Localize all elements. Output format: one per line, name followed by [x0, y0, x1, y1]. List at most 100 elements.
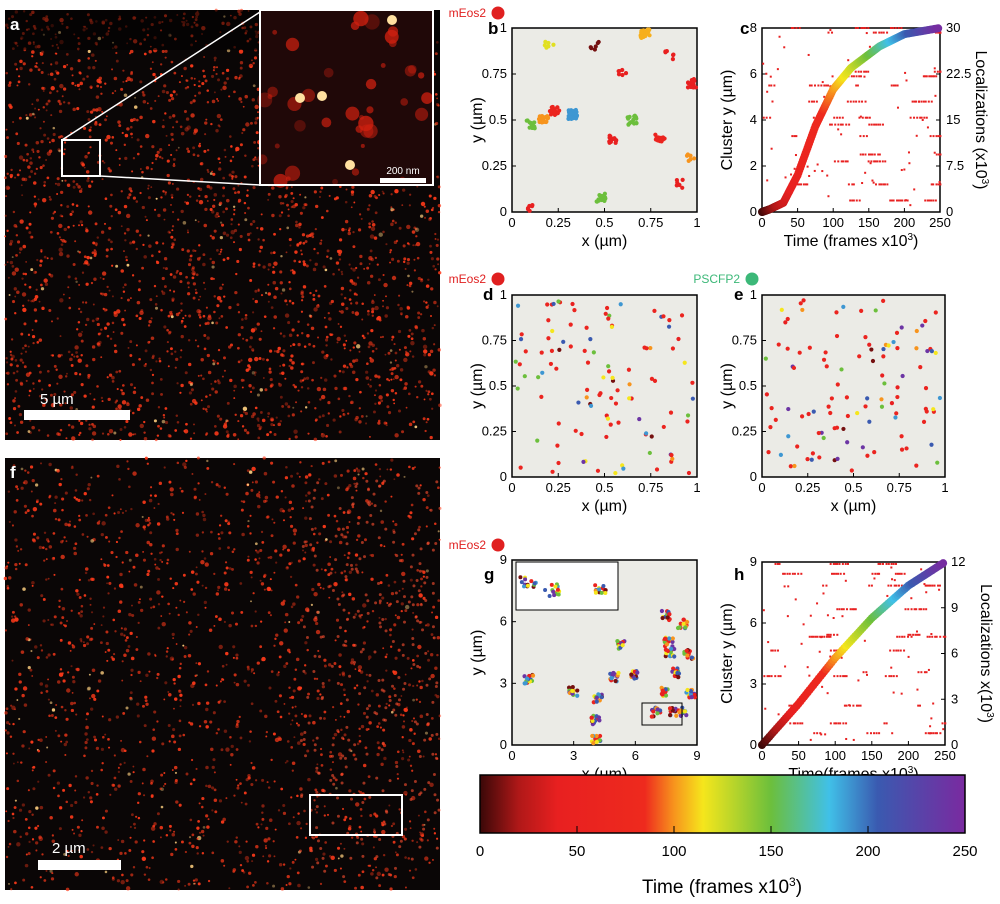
localization-spot	[288, 333, 293, 338]
localization-spot	[165, 650, 169, 653]
localization-spot	[208, 393, 212, 397]
localization-spot	[245, 122, 250, 127]
localization-spot	[145, 702, 149, 706]
localization-spot	[144, 699, 148, 703]
localization-spot	[206, 459, 209, 463]
localization-spot	[429, 244, 432, 248]
localization-spot	[114, 208, 118, 212]
localization-spot	[137, 816, 141, 820]
localization-spot	[343, 693, 346, 697]
localization-spot	[358, 669, 361, 672]
localization-spot	[71, 828, 74, 831]
localization-spot	[435, 846, 439, 850]
localization-spot	[122, 290, 126, 293]
localization-spot	[216, 249, 219, 252]
localization-spot	[57, 794, 60, 798]
localization-spot	[175, 149, 178, 152]
localization-spot	[425, 525, 428, 528]
localization-spot	[322, 789, 326, 793]
localization-spot	[409, 565, 413, 569]
localization-spot	[113, 787, 118, 791]
localization-spot	[175, 357, 179, 361]
localization-spot	[201, 82, 205, 86]
localization-spot	[198, 725, 202, 728]
localization-spot	[47, 698, 50, 701]
localization-spot	[104, 809, 108, 813]
localization-spot	[380, 336, 382, 339]
localization-spot	[228, 173, 232, 177]
localization-spot	[34, 319, 38, 323]
localization-spot	[88, 423, 91, 426]
localization-spot	[217, 381, 221, 385]
localization-spot	[290, 191, 294, 195]
localization-spot	[391, 338, 394, 341]
localization-spot	[185, 459, 188, 463]
localization-spot	[190, 570, 195, 574]
localization-spot	[294, 250, 298, 254]
localization-spot	[345, 542, 349, 546]
localization-spot	[9, 173, 14, 178]
localization-spot	[402, 595, 406, 599]
localization-spot	[291, 361, 295, 365]
localization-spot	[118, 124, 122, 128]
localization-spot	[77, 250, 80, 253]
localization-spot	[86, 152, 90, 155]
x-tick-label: 0	[758, 215, 765, 230]
localization-mark	[932, 183, 935, 186]
localization-spot	[292, 528, 298, 533]
localization-spot	[30, 885, 34, 889]
localization-spot	[332, 776, 336, 780]
localization-spot	[50, 354, 53, 357]
localization-spot	[248, 384, 252, 388]
localization-spot	[151, 145, 155, 149]
data-point	[545, 114, 550, 119]
localization-spot	[223, 620, 226, 624]
localization-spot	[178, 803, 182, 807]
localization-spot	[436, 837, 439, 840]
localization-spot	[354, 484, 358, 488]
localization-spot	[86, 179, 90, 183]
localization-spot	[61, 616, 65, 620]
localization-spot	[99, 276, 102, 279]
localization-spot	[122, 286, 125, 289]
localization-spot	[328, 194, 331, 197]
localization-spot	[391, 275, 397, 281]
localization-spot	[385, 573, 389, 577]
localization-spot	[362, 603, 367, 608]
localization-spot	[46, 746, 49, 749]
data-point	[608, 134, 613, 139]
localization-spot	[288, 299, 292, 303]
localization-spot	[107, 238, 111, 242]
localization-spot	[96, 385, 99, 388]
localization-spot	[134, 432, 137, 436]
localization-spot	[423, 205, 426, 208]
localization-spot	[79, 431, 82, 435]
localization-spot	[221, 375, 224, 378]
localization-spot	[131, 363, 135, 367]
localization-spot	[331, 588, 335, 592]
localization-spot	[326, 423, 330, 427]
localization-spot	[60, 135, 63, 138]
localization-spot	[199, 162, 203, 166]
localization-spot	[244, 802, 248, 806]
localization-spot	[135, 314, 139, 318]
localization-spot	[161, 595, 164, 598]
localization-spot	[362, 476, 365, 480]
localization-spot	[47, 99, 51, 103]
localization-spot	[108, 428, 114, 434]
localization-spot	[185, 772, 189, 776]
localization-spot	[38, 156, 41, 159]
localization-spot	[50, 216, 54, 220]
localization-spot	[152, 119, 156, 124]
localization-spot	[120, 530, 123, 533]
localization-spot	[175, 547, 179, 552]
localization-spot	[330, 754, 334, 758]
localization-spot	[113, 344, 117, 348]
localization-spot	[30, 268, 34, 272]
localization-spot	[146, 540, 151, 545]
localization-spot	[303, 203, 307, 207]
localization-spot	[211, 809, 214, 812]
localization-spot	[159, 836, 162, 839]
localization-spot	[51, 320, 53, 323]
localization-spot	[220, 531, 224, 535]
